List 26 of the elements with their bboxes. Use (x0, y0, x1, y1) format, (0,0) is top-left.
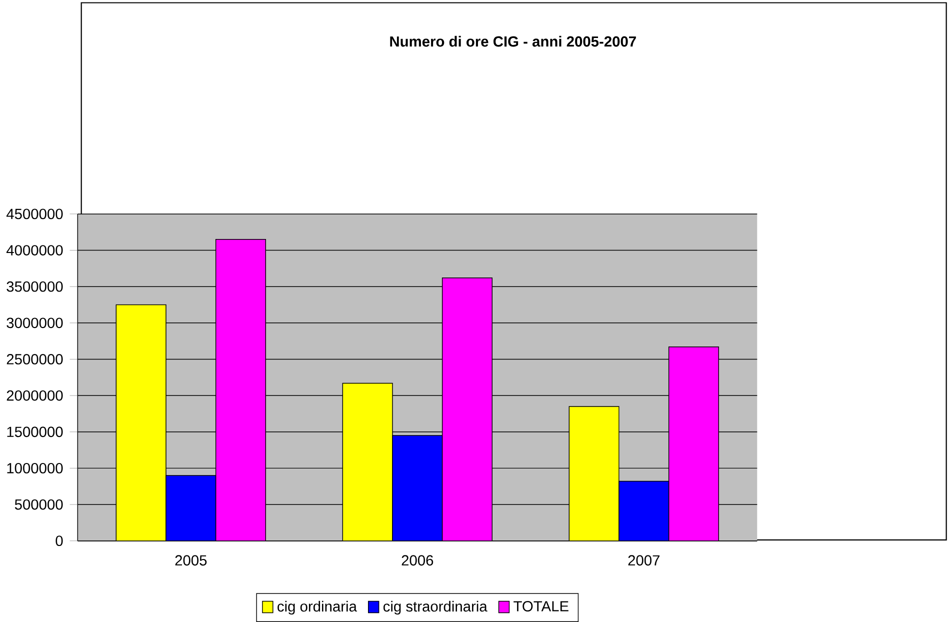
bar (215, 239, 266, 541)
bar (618, 480, 670, 541)
y-tick-label: 4500000 (6, 208, 63, 220)
y-tick-label: 3500000 (6, 281, 63, 292)
y-tick-label: 0 (56, 536, 63, 546)
bar (166, 475, 216, 541)
bar (442, 278, 493, 541)
x-tick-label: 2006 (402, 555, 434, 566)
y-tick-label: 2000000 (6, 390, 63, 401)
bar (568, 406, 620, 541)
y-tick-label: 1000000 (7, 463, 63, 474)
y-tick-label: 500000 (14, 499, 63, 510)
legend-label: cig straordinaria (383, 600, 488, 615)
y-tick-label: 3000000 (6, 318, 63, 328)
x-tick-label: 2005 (175, 555, 207, 566)
y-tick-label: 1500000 (7, 426, 63, 438)
legend-label: cig ordinaria (278, 600, 357, 615)
bar (668, 346, 720, 541)
x-tick-label: 2007 (628, 555, 660, 566)
chart-title: Numero di ore CIG - anni 2005-2007 (390, 36, 636, 47)
y-tick-label: 4000000 (6, 245, 63, 256)
bar (116, 304, 166, 541)
legend-label: TOTALE (514, 601, 568, 612)
bar (392, 435, 443, 541)
y-tick-label: 2500000 (6, 354, 63, 364)
bar (342, 382, 393, 541)
